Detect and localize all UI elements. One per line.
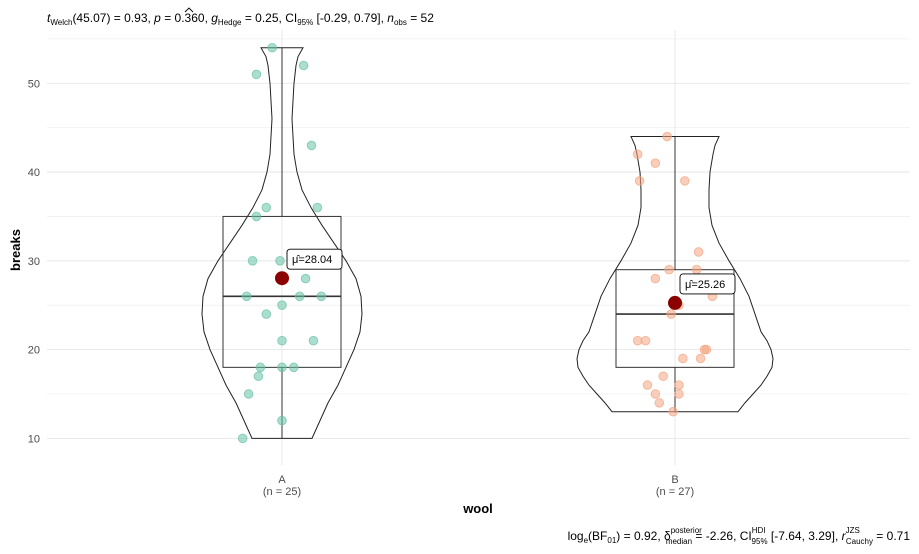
- boxplots: [222, 47, 735, 439]
- data-point: [255, 362, 266, 373]
- data-point: [678, 353, 688, 364]
- chart-caption: loge(BF01) = 0.92, δposterior median = -2…: [568, 526, 911, 546]
- y-axis-title: breaks: [8, 229, 23, 271]
- axes: 10 20 30 40 50 A(n = 25) B(n = 27): [28, 78, 694, 498]
- violin-B: [576, 136, 774, 413]
- y-tick-label: 20: [28, 345, 40, 357]
- data-point: [658, 371, 669, 382]
- x-tick-label: B: [671, 474, 678, 486]
- data-point: [640, 335, 651, 346]
- data-point: [680, 176, 690, 186]
- data-point: [650, 389, 661, 399]
- x-tick-label: A: [278, 474, 286, 486]
- data-point: [654, 398, 665, 408]
- data-point: [251, 69, 262, 80]
- data-point: [695, 353, 706, 364]
- hat-mark: [184, 7, 194, 13]
- y-tick-label: 30: [28, 256, 40, 268]
- data-point: [666, 309, 676, 319]
- x-axis-title: wool: [462, 501, 493, 516]
- data-point: [642, 380, 653, 390]
- data-point: [664, 264, 674, 275]
- n-label: (n = 27): [656, 486, 694, 498]
- data-point: [316, 291, 327, 302]
- data-point: [275, 256, 285, 266]
- data-point: [668, 406, 678, 417]
- data-point: [261, 202, 272, 213]
- data-point: [267, 42, 277, 53]
- data-point: [699, 344, 710, 355]
- data-point: [674, 380, 684, 390]
- data-point: [632, 335, 643, 346]
- data-point: [634, 176, 645, 186]
- data-point: [243, 389, 254, 399]
- data-point: [662, 131, 672, 142]
- data-point: [277, 335, 287, 346]
- data-point: [261, 309, 272, 319]
- data-point: [306, 140, 317, 151]
- data-point: [691, 264, 702, 275]
- data-point: [693, 247, 704, 257]
- mean-point-B: [668, 295, 682, 310]
- data-point: [294, 291, 305, 302]
- violin-A: [201, 47, 363, 439]
- data-point: [277, 300, 287, 311]
- data-point: [650, 273, 661, 284]
- n-label: (n = 25): [263, 486, 301, 498]
- data-point: [300, 273, 311, 284]
- data-point: [298, 60, 309, 71]
- chart-subtitle: tWelch(45.07) = 0.93, p = 0.360, gHedge …: [47, 11, 434, 27]
- data-point: [674, 389, 684, 399]
- data-point: [237, 433, 248, 444]
- mean-markers: μ̂=28.04 μ̂=25.26: [275, 248, 736, 310]
- data-point: [308, 335, 319, 346]
- box-B: [615, 269, 735, 368]
- data-point: [251, 211, 262, 222]
- data-point: [247, 256, 258, 266]
- grid-lines: [47, 30, 910, 465]
- data-point: [650, 158, 661, 168]
- y-tick-label: 10: [28, 433, 40, 445]
- mean-point-A: [275, 271, 289, 286]
- data-point: [253, 371, 264, 382]
- data-point: [277, 362, 287, 373]
- data-points: [237, 42, 718, 444]
- data-point: [632, 149, 643, 160]
- data-point: [241, 291, 252, 302]
- data-point: [312, 202, 323, 213]
- y-tick-label: 50: [28, 78, 40, 90]
- data-point: [277, 415, 287, 426]
- mean-label-text: μ̂=25.26: [685, 279, 725, 291]
- data-point: [288, 362, 299, 373]
- mean-label-text: μ̂=28.04: [292, 254, 332, 266]
- violins: [201, 47, 774, 439]
- mean-label-box: [286, 248, 343, 270]
- mean-label-box: [679, 273, 736, 295]
- y-tick-label: 40: [28, 167, 40, 179]
